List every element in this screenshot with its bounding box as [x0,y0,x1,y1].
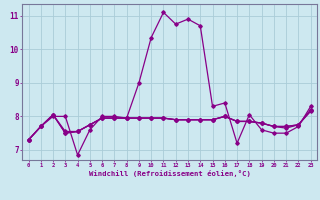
X-axis label: Windchill (Refroidissement éolien,°C): Windchill (Refroidissement éolien,°C) [89,170,251,177]
